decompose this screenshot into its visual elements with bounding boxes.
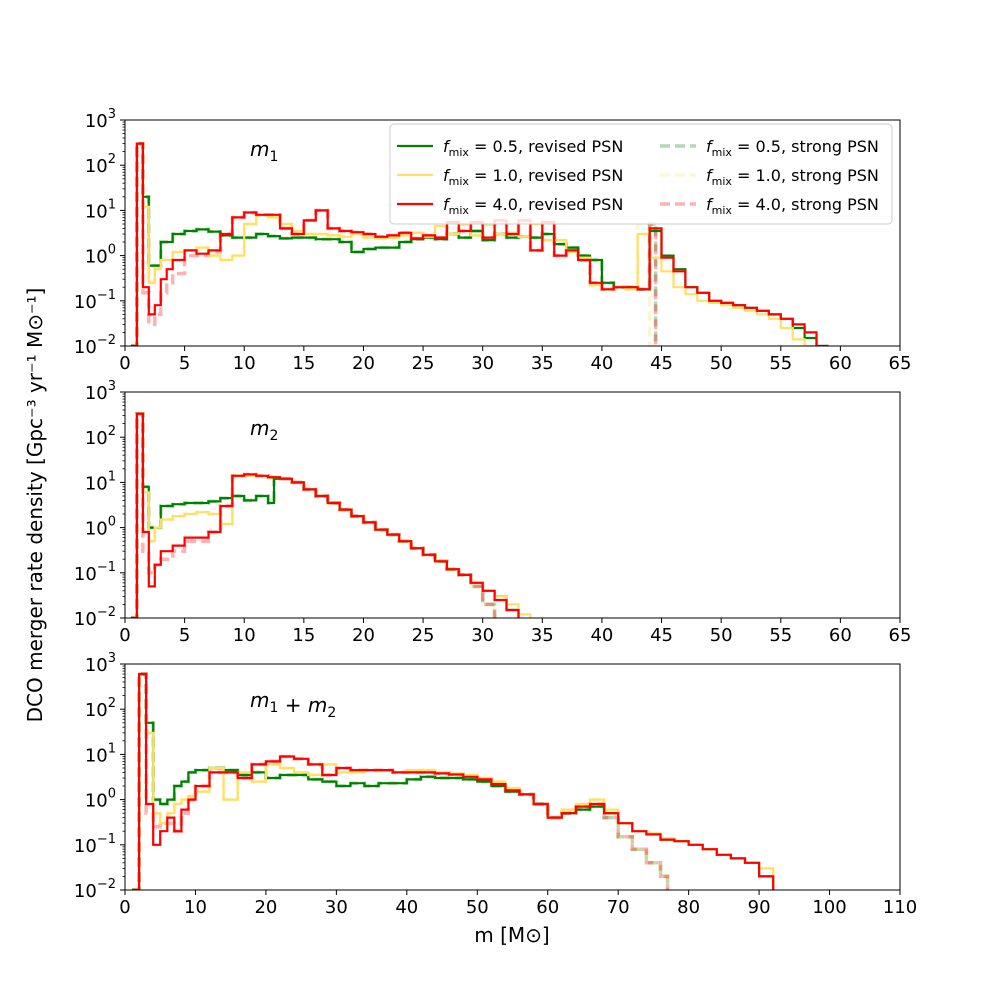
panel-m1-plus-m2-frame <box>124 663 901 891</box>
panel-m1-label: m1 <box>250 137 278 165</box>
x-axis-title: m [M⊙] <box>474 923 549 947</box>
y-tick-label: 100 <box>85 515 116 540</box>
y-tick-label: 102 <box>85 424 116 449</box>
series-m1-plus-m2-f-mix-0-5-revised-psn <box>132 672 775 890</box>
panel-m1: 0 5 10 15 20 25 30 35 40 45 50 55 60 65 10−2 10−1 100 101… <box>74 107 912 374</box>
y-tick-label: 102 <box>85 696 116 721</box>
x-tick-label: 10 <box>233 353 256 374</box>
y-tick-label: 10−2 <box>74 877 116 902</box>
x-tick-label: 40 <box>590 625 613 646</box>
x-tick-label: 20 <box>352 353 375 374</box>
x-tick-label: 25 <box>412 353 435 374</box>
x-tick-label: 90 <box>748 897 771 918</box>
y-tick-label: 10−1 <box>74 832 116 857</box>
x-tick-label: 0 <box>119 353 130 374</box>
y-tick-label: 103 <box>85 379 116 404</box>
y-tick-label: 103 <box>85 651 116 676</box>
series-m2-f-mix-4-0-revised-psn <box>131 412 520 618</box>
x-tick-label: 65 <box>889 353 912 374</box>
x-tick-label: 5 <box>179 625 190 646</box>
x-tick-label: 55 <box>769 625 792 646</box>
y-tick-label: 101 <box>85 741 116 766</box>
x-tick-label: 5 <box>179 353 190 374</box>
y-tick-label: 10−2 <box>74 333 116 358</box>
legend-label: fmix = 4.0, revised PSN <box>443 195 623 217</box>
x-tick-label: 30 <box>471 353 494 374</box>
y-tick-label: 10−2 <box>74 605 116 630</box>
x-tick-label: 60 <box>536 897 559 918</box>
x-tick-label: 15 <box>292 625 315 646</box>
y-axis-title: DCO merger rate density [Gpc⁻³ yr⁻¹ M⊙⁻¹… <box>23 288 47 723</box>
x-tick-label: 50 <box>710 625 733 646</box>
panel-m2-label: m2 <box>250 416 278 444</box>
x-tick-label: 100 <box>812 897 846 918</box>
panel-m1-plus-m2: 0 10 20 30 40 50 60 70 80 90 100 110 10−2 10−1 100 101 1… <box>74 651 917 918</box>
x-tick-label: 45 <box>650 353 673 374</box>
y-tick-label: 10−1 <box>74 560 116 585</box>
legend-frame <box>389 123 893 225</box>
y-tick-label: 101 <box>85 469 116 494</box>
panel-m2: 0 5 10 15 20 25 30 35 40 45 50 55 60 65 10−2 10−1 100 101… <box>74 379 912 646</box>
x-tick-label: 0 <box>119 625 130 646</box>
series-m2-f-mix-0-5-revised-psn <box>131 412 520 618</box>
series-m1-plus-m2-f-mix-4-0-strong-psn <box>132 672 670 890</box>
y-tick-label: 10−1 <box>74 288 116 313</box>
series-m1-f-mix-4-0-revised-psn <box>131 142 829 346</box>
x-tick-label: 60 <box>829 353 852 374</box>
x-tick-label: 40 <box>590 353 613 374</box>
x-tick-label: 10 <box>233 625 256 646</box>
x-tick-label: 10 <box>184 897 207 918</box>
series-m1-plus-m2-f-mix-1-0-revised-psn <box>132 672 775 890</box>
legend-label: fmix = 4.0, strong PSN <box>706 195 879 217</box>
x-tick-label: 30 <box>325 897 348 918</box>
x-tick-label: 30 <box>471 625 494 646</box>
y-tick-label: 101 <box>85 197 116 222</box>
x-tick-label: 40 <box>395 897 418 918</box>
legend-label: fmix = 1.0, strong PSN <box>706 166 879 188</box>
series-m1-plus-m2-f-mix-4-0-revised-psn <box>132 672 775 890</box>
series-m1-plus-m2-f-mix-1-0-strong-psn <box>132 672 670 890</box>
y-tick-label: 103 <box>85 107 116 132</box>
x-tick-label: 20 <box>352 625 375 646</box>
x-tick-label: 50 <box>466 897 489 918</box>
x-tick-label: 35 <box>531 353 554 374</box>
y-tick-label: 102 <box>85 152 116 177</box>
x-tick-label: 110 <box>883 897 917 918</box>
x-tick-label: 70 <box>607 897 630 918</box>
x-tick-label: 35 <box>531 625 554 646</box>
x-tick-label: 15 <box>292 353 315 374</box>
legend: fmix = 0.5, revised PSN fmix = 1.0, revis… <box>389 123 893 225</box>
x-tick-label: 45 <box>650 625 673 646</box>
series-m1-plus-m2-f-mix-0-5-strong-psn <box>132 672 670 890</box>
x-tick-label: 25 <box>412 625 435 646</box>
legend-label: fmix = 0.5, revised PSN <box>443 137 623 159</box>
panel-m1-frame <box>124 119 901 347</box>
x-tick-label: 65 <box>889 625 912 646</box>
x-tick-label: 60 <box>829 625 852 646</box>
y-tick-label: 100 <box>85 787 116 812</box>
x-tick-label: 0 <box>119 897 130 918</box>
legend-label: fmix = 1.0, revised PSN <box>443 166 623 188</box>
y-tick-label: 100 <box>85 243 116 268</box>
x-tick-label: 55 <box>769 353 792 374</box>
x-tick-label: 80 <box>677 897 700 918</box>
panel-m1-plus-m2-label: m1 + m2 <box>250 688 336 721</box>
x-tick-label: 50 <box>710 353 733 374</box>
panel-m2-frame <box>124 391 901 619</box>
legend-label: fmix = 0.5, strong PSN <box>706 137 879 159</box>
x-tick-label: 20 <box>254 897 277 918</box>
